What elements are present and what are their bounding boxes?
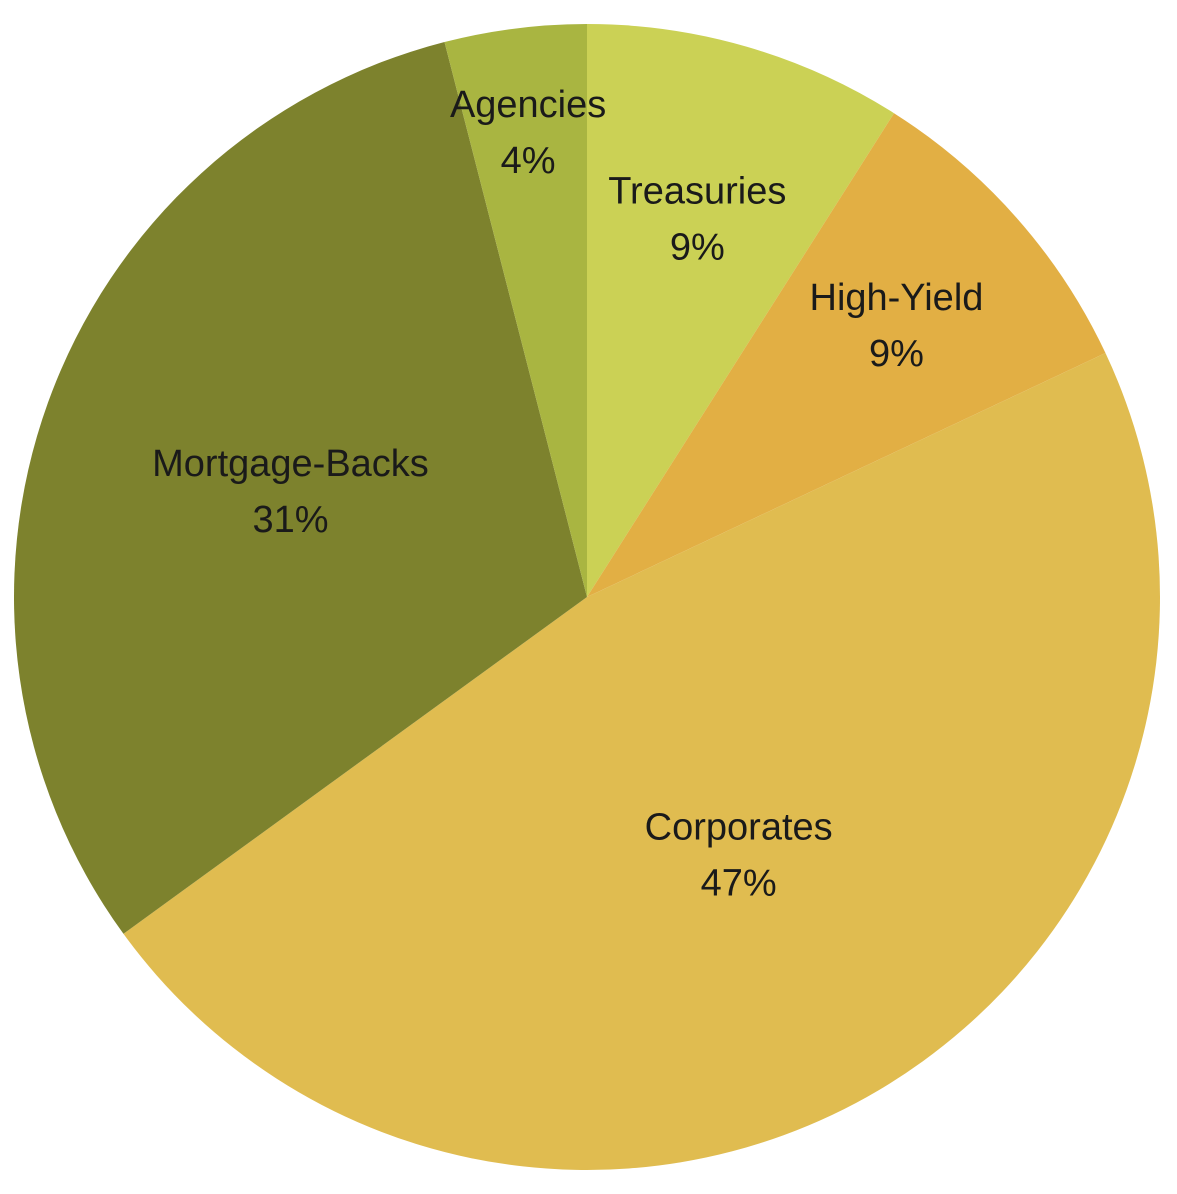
- slice-value-mortgage-backs: 31%: [252, 499, 328, 541]
- pie-slice-mortgage-backs: [13, 42, 587, 934]
- slice-value-agencies: 4%: [501, 140, 556, 182]
- pie-slice-corporates: [123, 353, 1161, 1171]
- pie-slice-treasuries: [587, 24, 895, 597]
- slice-label-mortgage-backs: Mortgage-Backs: [152, 443, 429, 485]
- slice-label-treasuries: Treasuries: [608, 170, 786, 212]
- pie-slice-agencies: [444, 24, 587, 597]
- pie-slices: [13, 24, 1161, 1171]
- slice-label-agencies: Agencies: [450, 84, 606, 126]
- slice-label-corporates: Corporates: [645, 806, 833, 848]
- pie-labels: Treasuries 9% High-Yield 9% Corporates 47% Mor…: [152, 84, 983, 905]
- pie-slice-high-yield: [587, 113, 1106, 597]
- slice-value-corporates: 47%: [701, 862, 777, 904]
- slice-value-treasuries: 9%: [670, 226, 725, 268]
- slice-value-high-yield: 9%: [869, 333, 924, 375]
- slice-label-high-yield: High-Yield: [810, 277, 984, 319]
